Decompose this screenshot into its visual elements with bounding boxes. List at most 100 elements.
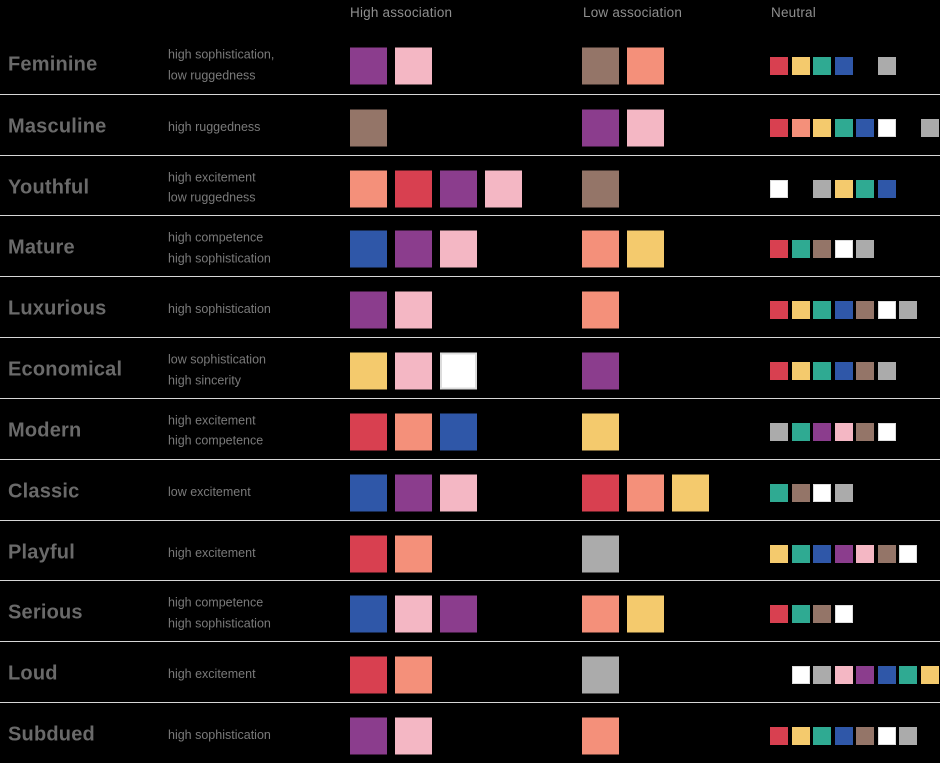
high-association-swatches [350, 595, 477, 633]
trait-description: high ruggedness [168, 116, 260, 137]
swatch-purple [440, 595, 477, 633]
swatch-gray [920, 118, 939, 137]
swatch-gray [856, 240, 874, 259]
swatch-red [770, 362, 788, 381]
trait-row: Feminine high sophistication, low ruggedn… [0, 33, 940, 94]
swatch-brown [856, 727, 874, 746]
swatch-red [582, 474, 619, 512]
high-association-swatches [350, 47, 432, 85]
swatch-yellow [627, 595, 664, 633]
description-line: high sophistication [168, 301, 271, 316]
swatch-pink [395, 47, 432, 85]
low-association-swatches [582, 109, 664, 147]
empty-swatch-slot [770, 666, 788, 684]
trait-label: Playful [8, 541, 75, 564]
header-low-association: Low association [583, 5, 683, 20]
description-line: high competence [168, 595, 264, 610]
empty-swatch-slot [792, 180, 810, 198]
swatch-red [395, 170, 432, 208]
trait-row: Subdued high sophistication [0, 702, 940, 763]
trait-label: Mature [8, 236, 75, 259]
swatch-brown [791, 483, 810, 502]
swatch-salmon [582, 595, 619, 633]
swatch-yellow [627, 230, 664, 268]
swatch-brown [813, 240, 831, 259]
swatch-red [770, 301, 788, 320]
neutral-swatches [770, 727, 917, 746]
swatch-yellow [920, 666, 939, 685]
trait-rows: Feminine high sophistication, low ruggedn… [0, 33, 940, 763]
low-association-swatches [582, 352, 619, 390]
description-line: high ruggedness [168, 119, 261, 134]
swatch-salmon [350, 170, 387, 208]
column-headers: High association Low association Neutral [0, 0, 940, 33]
swatch-blue [350, 230, 387, 268]
trait-row: Masculine high ruggedness [0, 93, 940, 155]
swatch-teal [813, 362, 831, 381]
high-association-swatches [350, 170, 522, 208]
swatch-gray [877, 362, 896, 381]
swatch-salmon [395, 413, 432, 451]
trait-description: low excitement [168, 481, 251, 502]
swatch-brown [877, 544, 896, 563]
trait-row: Serious high competence high sophisticati… [0, 580, 940, 641]
trait-row: Economical low sophistication high sincer… [0, 337, 940, 398]
swatch-blue [440, 413, 477, 451]
swatch-brown [856, 362, 874, 381]
swatch-yellow [791, 301, 810, 320]
swatch-purple [834, 544, 853, 563]
swatch-pink [440, 474, 477, 512]
swatch-blue [877, 666, 896, 685]
swatch-teal [813, 57, 831, 76]
swatch-purple [856, 666, 874, 685]
swatch-brown [856, 301, 874, 320]
swatch-white [813, 483, 831, 502]
trait-description: high excitement low ruggedness [168, 167, 256, 208]
trait-description: high competence high sophistication [168, 228, 271, 269]
high-association-swatches [350, 352, 477, 390]
low-association-swatches [582, 170, 619, 208]
description-line: high sophistication [168, 727, 271, 742]
neutral-swatches [770, 544, 917, 563]
low-association-swatches [582, 291, 619, 329]
description-line: low ruggedness [168, 190, 256, 205]
swatch-teal [791, 605, 810, 624]
description-line: high sophistication [168, 616, 271, 631]
swatch-yellow [582, 413, 619, 451]
neutral-swatches [770, 179, 896, 198]
swatch-pink [395, 595, 432, 633]
description-line: high sophistication [168, 251, 271, 266]
trait-label: Loud [8, 662, 58, 685]
swatch-red [770, 240, 788, 259]
neutral-swatches [770, 483, 853, 502]
swatch-purple [813, 422, 831, 441]
swatch-red [770, 727, 788, 746]
swatch-gray [834, 483, 853, 502]
swatch-pink [485, 170, 522, 208]
description-line: high excitement [168, 413, 256, 428]
swatch-brown [582, 170, 619, 208]
neutral-swatches [770, 118, 939, 137]
swatch-white [877, 301, 896, 320]
swatch-purple [350, 717, 387, 755]
swatch-gray [899, 727, 917, 746]
empty-swatch-slot [856, 57, 874, 75]
swatch-blue [813, 544, 831, 563]
swatch-white [834, 605, 853, 624]
description-line: high competence [168, 433, 264, 448]
swatch-teal [856, 179, 874, 198]
neutral-swatches [770, 57, 896, 76]
high-association-swatches [350, 656, 432, 694]
neutral-swatches [770, 240, 874, 259]
trait-label: Serious [8, 601, 83, 624]
swatch-teal [791, 422, 810, 441]
description-line: high sophistication, [168, 47, 275, 62]
description-line: low sophistication [168, 352, 266, 367]
swatch-yellow [791, 57, 810, 76]
swatch-salmon [395, 656, 432, 694]
neutral-swatches [770, 301, 917, 320]
swatch-teal [813, 727, 831, 746]
description-line: high excitement [168, 170, 256, 185]
trait-label: Economical [8, 358, 123, 381]
swatch-white [899, 544, 917, 563]
